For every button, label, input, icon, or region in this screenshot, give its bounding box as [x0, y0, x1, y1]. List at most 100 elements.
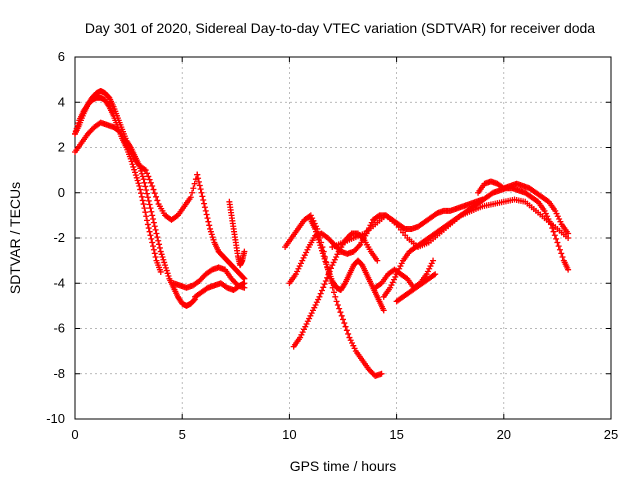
data-point	[144, 194, 151, 201]
sat-track-2	[72, 94, 164, 275]
data-point	[336, 305, 343, 312]
data-point	[144, 190, 151, 197]
data-point	[128, 158, 135, 165]
data-point	[552, 207, 559, 214]
data-point	[320, 253, 327, 260]
data-point	[393, 271, 400, 278]
data-point	[142, 209, 149, 216]
data-point	[209, 234, 216, 241]
data-point	[314, 234, 321, 241]
data-point	[309, 307, 316, 314]
data-point	[311, 304, 318, 311]
data-point	[206, 222, 213, 229]
data-point	[292, 271, 299, 278]
data-point	[321, 281, 328, 288]
sat-track-10	[286, 196, 486, 287]
y-axis-label: SDTVAR / TECUs	[7, 182, 23, 294]
data-point	[346, 334, 353, 341]
data-point	[146, 228, 153, 235]
sat-track-1	[72, 87, 199, 309]
data-point	[208, 231, 215, 238]
data-point	[201, 204, 208, 211]
data-point	[547, 221, 554, 228]
data-point	[210, 236, 217, 243]
data-point	[157, 268, 164, 275]
data-point	[350, 342, 357, 349]
data-point	[301, 252, 308, 259]
x-axis-label: GPS time / hours	[290, 458, 397, 474]
data-point	[141, 166, 148, 173]
grid	[75, 57, 611, 419]
x-tick-label: 20	[497, 427, 511, 442]
data-point	[397, 263, 404, 270]
data-point	[553, 235, 560, 242]
data-point	[189, 189, 196, 196]
data-point	[368, 219, 375, 226]
data-point	[147, 232, 154, 239]
data-point	[149, 182, 156, 189]
data-point	[156, 241, 163, 248]
data-point	[143, 213, 150, 220]
data-point	[427, 263, 434, 270]
data-point	[319, 250, 326, 257]
data-point	[147, 179, 154, 186]
data-point	[148, 235, 155, 242]
data-point	[207, 225, 214, 232]
data-point	[324, 263, 331, 270]
data-point	[396, 265, 403, 272]
data-point	[388, 282, 395, 289]
data-point	[541, 207, 548, 214]
data-point	[315, 296, 322, 303]
data-point	[150, 186, 157, 193]
data-point	[150, 243, 157, 250]
data-point	[197, 186, 204, 193]
y-tick-label: -6	[53, 321, 65, 336]
data-point	[153, 193, 160, 200]
data-point	[330, 259, 337, 266]
data-point	[160, 256, 167, 263]
data-point	[203, 211, 210, 218]
data-point	[126, 145, 133, 152]
data-point	[318, 247, 325, 254]
data-point	[201, 200, 208, 207]
data-point	[207, 228, 214, 235]
data-point	[342, 323, 349, 330]
data-point	[149, 239, 156, 246]
data-point	[123, 139, 130, 146]
data-point	[424, 268, 431, 275]
data-point	[544, 213, 551, 220]
data-point	[151, 223, 158, 230]
data-point	[155, 237, 162, 244]
data-point	[134, 177, 141, 184]
data-point	[551, 232, 558, 239]
data-point	[139, 197, 146, 204]
data-point	[150, 215, 157, 222]
x-tick-label: 10	[282, 427, 296, 442]
data-point	[565, 230, 572, 237]
data-point	[132, 169, 139, 176]
data-point	[345, 330, 352, 337]
y-tick-label: 6	[58, 49, 65, 64]
data-point	[152, 226, 159, 233]
data-point	[139, 173, 146, 180]
data-point	[145, 225, 152, 232]
data-point	[140, 201, 147, 208]
data-point	[132, 172, 139, 179]
data-point	[299, 329, 306, 336]
data-point	[558, 250, 565, 257]
data-point	[392, 273, 399, 280]
data-point	[154, 234, 161, 241]
data-point	[351, 345, 358, 352]
data-point	[241, 248, 248, 255]
sat-track-6	[192, 280, 248, 300]
data-point	[347, 337, 354, 344]
data-point	[387, 284, 394, 291]
data-point	[138, 170, 145, 177]
data-point	[150, 219, 157, 226]
data-point	[162, 262, 169, 269]
y-tick-label: 2	[58, 140, 65, 155]
data-point	[304, 246, 311, 253]
data-point	[312, 225, 319, 232]
data-point	[147, 205, 154, 212]
data-point	[204, 215, 211, 222]
